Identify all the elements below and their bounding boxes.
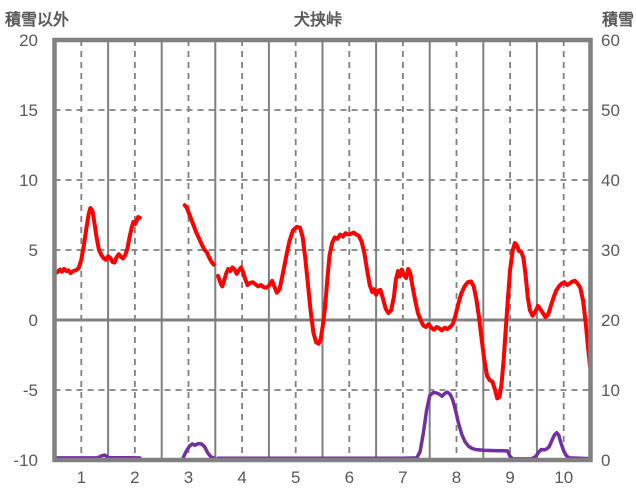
left-axis-tick-label: 10 — [19, 171, 38, 190]
left-axis-title: 積雪以外 — [5, 12, 70, 29]
right-axis-tick-label: 20 — [601, 311, 620, 330]
x-axis-tick-label: 7 — [398, 468, 407, 487]
snow-series-line — [55, 453, 142, 460]
right-axis-tick-label: 10 — [601, 381, 620, 400]
x-axis-tick-label: 5 — [291, 468, 300, 487]
snow-series-line — [181, 441, 216, 460]
x-axis-tick-label: 6 — [345, 468, 354, 487]
right-axis-tick-label: 60 — [601, 31, 620, 50]
x-axis-tick-label: 1 — [77, 468, 86, 487]
left-axis-tick-label: 20 — [19, 31, 38, 50]
x-axis-tick-label: 9 — [505, 468, 514, 487]
plot-border — [52, 37, 593, 463]
x-axis-tick-label: 3 — [184, 468, 193, 487]
left-axis-tick-label: 0 — [29, 311, 38, 330]
right-axis-tick-label: 50 — [601, 101, 620, 120]
right-axis-tick-label: 0 — [601, 451, 610, 470]
left-axis-tick-label: -5 — [23, 381, 38, 400]
right-axis-tick-label: 30 — [601, 241, 620, 260]
right-axis-tick-label: 40 — [601, 171, 620, 190]
chart-title: 犬挟峠 — [293, 12, 342, 29]
left-axis-tick-label: -10 — [13, 451, 38, 470]
x-axis-tick-label: 10 — [554, 468, 573, 487]
non-snow-series-line — [182, 203, 216, 267]
x-axis-tick-label: 4 — [237, 468, 246, 487]
left-axis-tick-label: 5 — [29, 241, 38, 260]
non-snow-series-line — [55, 206, 142, 276]
x-axis-tick-label: 2 — [130, 468, 139, 487]
non-snow-series-line — [216, 224, 592, 401]
right-axis-title: 積雪 — [601, 12, 634, 29]
x-axis-tick-label: 8 — [452, 468, 461, 487]
left-axis-tick-label: 15 — [19, 101, 38, 120]
snow-series-line — [216, 390, 592, 461]
